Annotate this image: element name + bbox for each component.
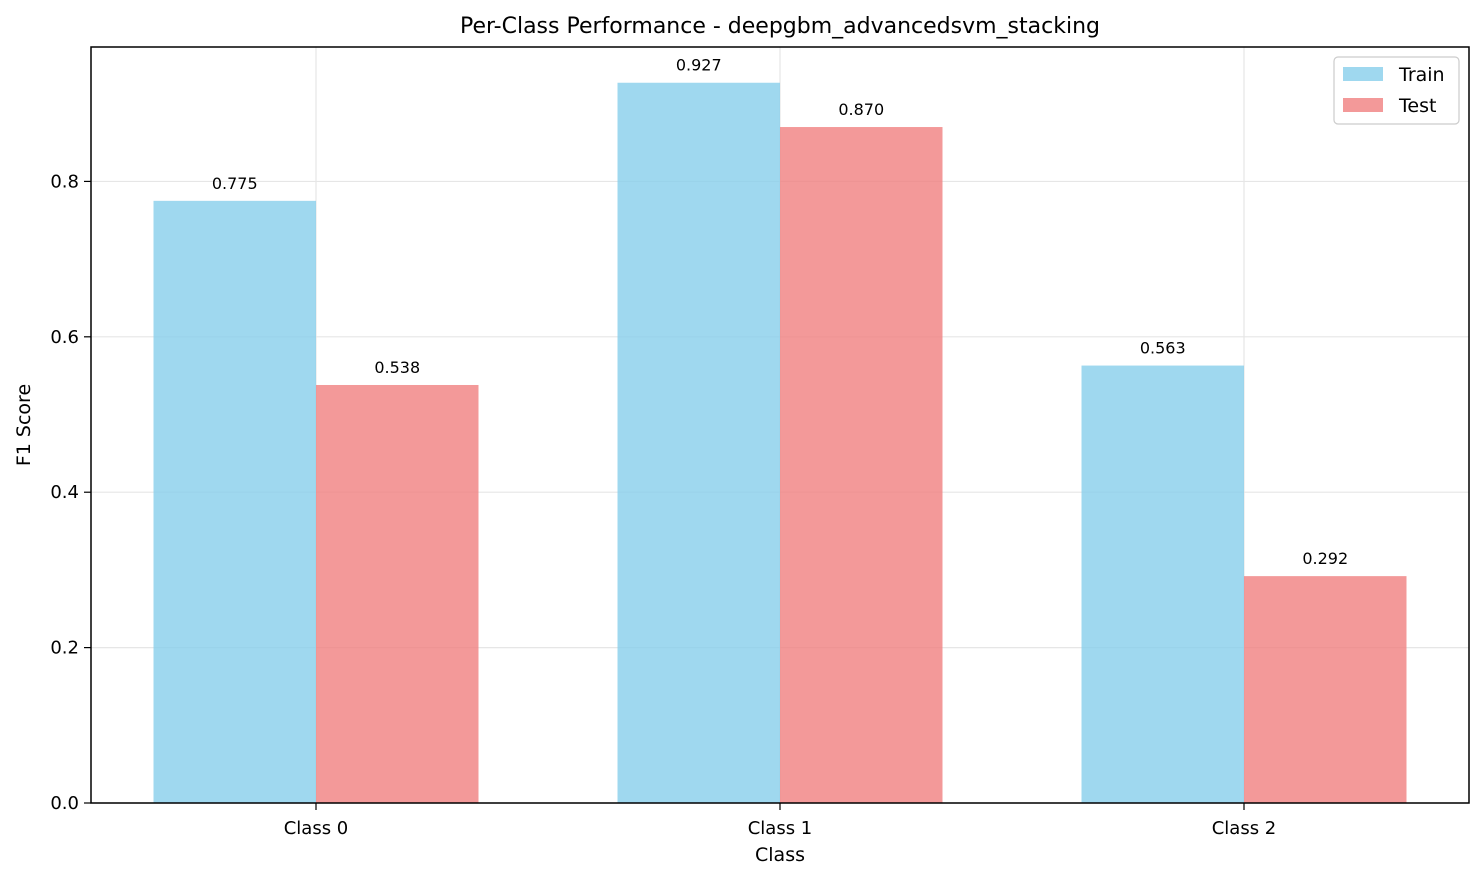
bar-train-0	[153, 200, 316, 803]
chart-title: Per-Class Performance - deepgbm_advanced…	[460, 14, 1100, 39]
y-tick-label-4: 0.8	[50, 171, 79, 192]
value-label-test-1: 0.870	[838, 100, 884, 119]
bar-train-2	[1081, 365, 1244, 803]
y-tick-label-3: 0.6	[50, 327, 79, 348]
value-labels: 0.775 0.927 0.563 0.538 0.870 0.292	[212, 56, 1348, 568]
value-label-test-0: 0.538	[374, 358, 420, 377]
bar-test-2	[1244, 576, 1407, 803]
bar-train-1	[617, 82, 780, 803]
x-tick-label-0: Class 0	[284, 818, 349, 839]
legend-swatch-test	[1343, 98, 1383, 112]
value-label-train-0: 0.775	[212, 174, 258, 193]
x-axis-ticks: Class 0 Class 1 Class 2	[284, 803, 1277, 839]
legend-swatch-train	[1343, 67, 1383, 81]
value-label-train-2: 0.563	[1140, 339, 1186, 358]
value-label-train-1: 0.927	[676, 56, 722, 75]
x-tick-label-1: Class 1	[748, 818, 813, 839]
y-tick-label-0: 0.0	[50, 793, 79, 814]
x-axis-label: Class	[755, 844, 805, 866]
y-tick-label-2: 0.4	[50, 482, 79, 503]
x-tick-label-2: Class 2	[1212, 818, 1277, 839]
y-axis-label: F1 Score	[13, 384, 35, 466]
y-tick-label-1: 0.2	[50, 638, 79, 659]
bar-test-1	[780, 127, 943, 803]
value-label-test-2: 0.292	[1302, 549, 1348, 568]
legend: Train Test	[1333, 56, 1460, 125]
legend-label-train: Train	[1398, 64, 1445, 86]
bars	[153, 82, 1407, 803]
y-axis-ticks: 0.0 0.2 0.4 0.6 0.8	[50, 171, 91, 814]
legend-label-test: Test	[1398, 95, 1436, 117]
bar-test-0	[316, 384, 479, 803]
